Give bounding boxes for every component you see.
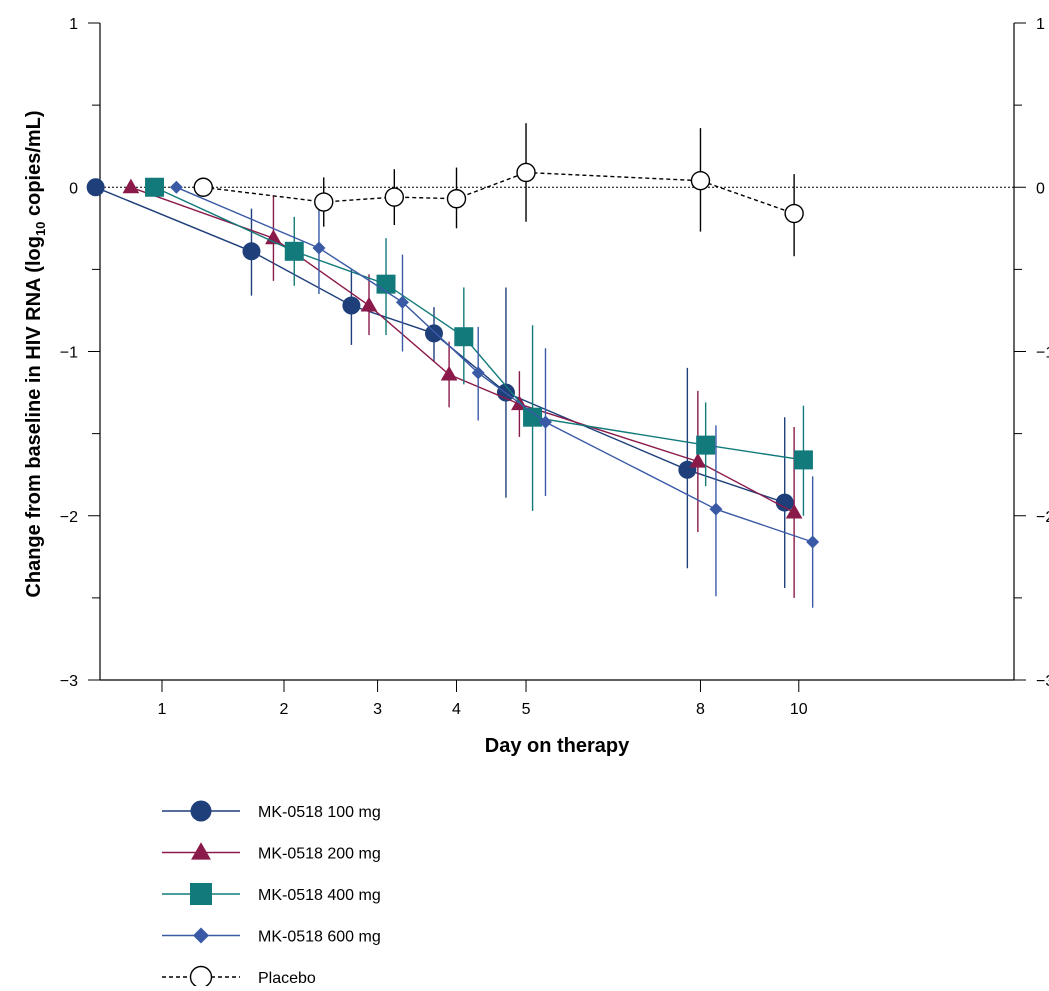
data-point [689,452,707,468]
data-point [696,435,716,455]
data-point [360,296,378,312]
legend-marker [189,965,213,989]
series-group [145,177,813,516]
data-point [538,415,552,429]
series-group [122,178,803,598]
legend-marker [190,800,212,822]
data-point [784,203,804,224]
legend-marker [193,927,209,944]
data-point [523,407,543,427]
y-tick-label-left: −1 [60,345,78,362]
y-tick-label-left: −2 [60,509,78,526]
legend-label: MK-0518 600 mg [258,929,381,946]
data-point [424,324,443,343]
data-point [122,178,140,194]
legend-marker [190,883,212,905]
x-tick-label: 8 [696,701,705,718]
y-tick-label-left: 1 [69,16,78,33]
legend-label: MK-0518 100 mg [258,804,381,821]
legend-label: Placebo [258,970,316,986]
legend-marker [191,842,211,860]
series-group [169,180,820,608]
legend-item: Placebo [162,965,316,989]
y-tick-label-right: 1 [1036,16,1045,33]
series-line [95,186,785,504]
data-point [775,493,794,512]
y-axis-title: Change from baseline in HIV RNA (log10 c… [23,110,48,597]
data-point [806,535,820,549]
legend: MK-0518 100 mg MK-0518 200 mg MK-0518 400 … [162,800,381,989]
legend-item: MK-0518 100 mg [162,800,381,822]
data-point [342,296,361,315]
labels-layer: Day on therapy Change from baseline in H… [23,110,630,757]
legend-label: MK-0518 200 mg [258,846,381,863]
legend-item: MK-0518 400 mg [162,883,381,905]
x-tick-label: 3 [373,701,382,718]
data-point [454,327,474,347]
data-point [86,178,105,197]
data-point [440,365,458,381]
x-axis-title: Day on therapy [485,735,630,757]
legend-item: MK-0518 600 mg [162,927,381,946]
y-axis-title-main: Change from baseline in HIV RNA (log [23,236,45,598]
data-point [793,450,813,470]
series-group [86,178,794,589]
y-tick-label-right: −1 [1036,345,1049,362]
data-point [471,366,485,380]
legend-item: MK-0518 200 mg [162,842,381,863]
y-axis-title-tail: copies/mL) [23,110,45,221]
y-tick-label-right: −2 [1036,509,1049,526]
y-tick-label-left: −3 [60,673,78,690]
x-tick-label: 4 [452,701,461,718]
legend-label: MK-0518 400 mg [258,887,381,904]
x-tick-label: 10 [790,701,808,718]
data-point [516,162,536,183]
data-point [284,241,304,261]
data-point [446,189,467,209]
y-tick-label-left: 0 [69,180,78,197]
data-point [145,177,165,197]
y-tick-label-right: 0 [1036,180,1045,197]
y-axis-title-subscript: 10 [33,222,48,236]
data-point [785,503,803,519]
data-point [314,192,334,212]
series-group [193,123,804,257]
series-layer [86,123,820,608]
x-tick-label: 1 [158,701,167,718]
y-tick-label-right: −3 [1036,673,1049,690]
data-point [690,170,711,191]
data-point [312,241,326,255]
data-point [384,187,405,207]
data-point [709,502,723,516]
data-point [242,242,261,261]
data-point [193,177,213,197]
data-point [169,180,183,194]
x-tick-label: 2 [280,701,289,718]
data-point [395,295,409,309]
x-tick-label: 5 [522,701,531,718]
